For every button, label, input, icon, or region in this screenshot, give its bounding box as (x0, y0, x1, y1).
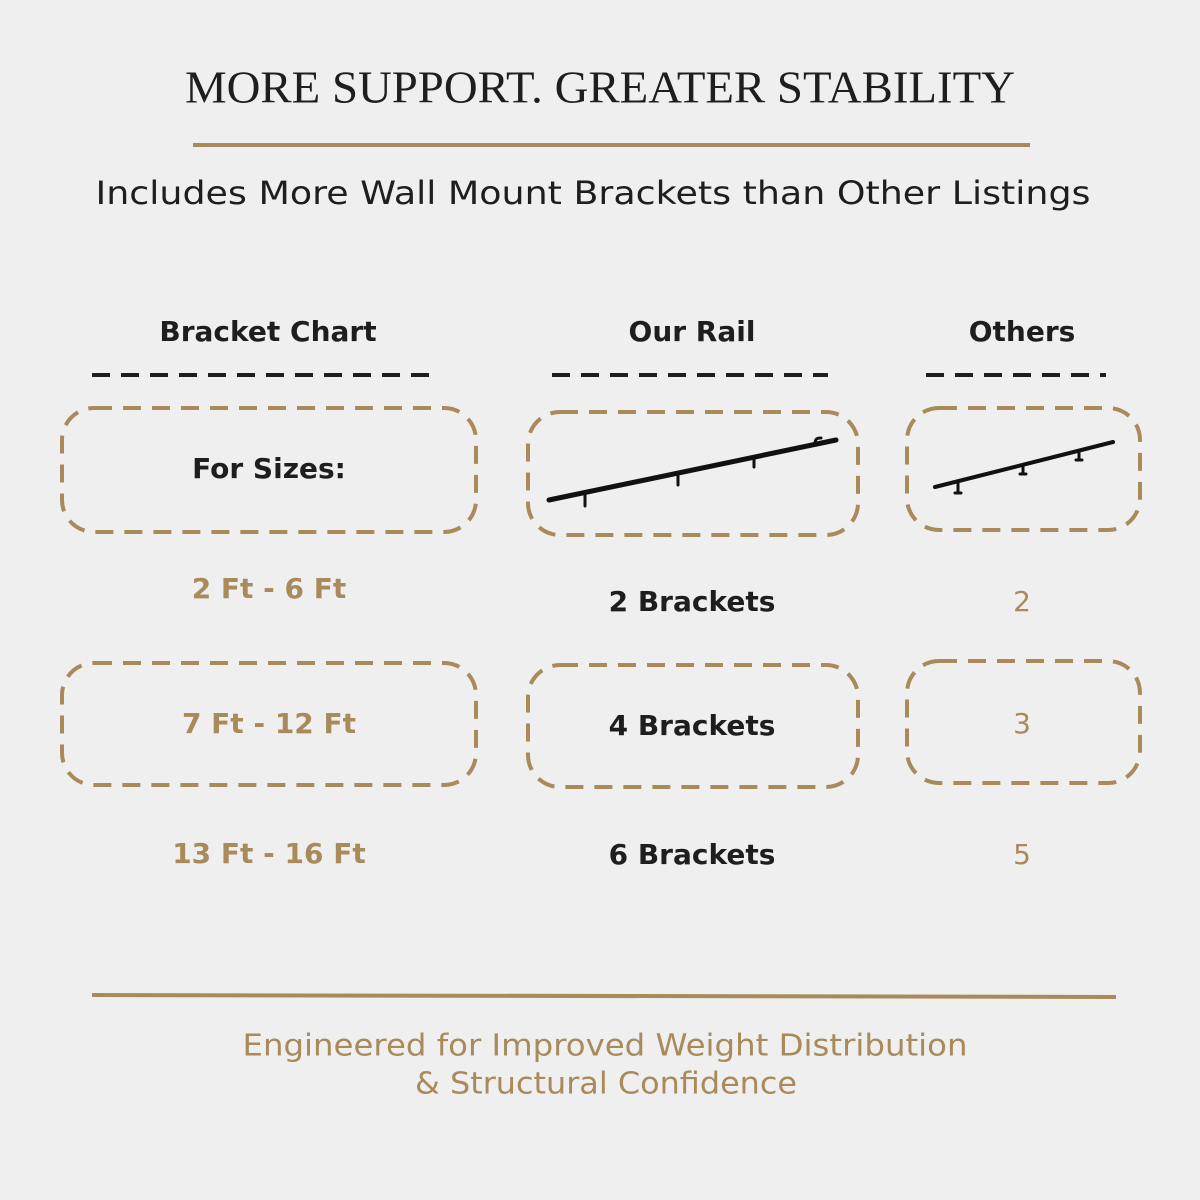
our-count: 6 Brackets (609, 838, 776, 871)
our-count: 4 Brackets (609, 709, 776, 742)
cell-box (905, 659, 1142, 785)
column-header: Others (969, 315, 1076, 348)
rail-icon (546, 436, 839, 508)
other-count: 5 (1013, 838, 1031, 871)
footer-line: Engineered for Improved Weight Distribut… (243, 1029, 968, 1064)
other-count: 3 (1013, 707, 1031, 740)
size-label: 2 Ft - 6 Ft (192, 572, 347, 605)
cell-box (905, 406, 1142, 532)
cell-label: For Sizes: (192, 452, 346, 485)
other-count: 2 (1013, 585, 1031, 618)
cell-box (60, 406, 478, 534)
cell-box (526, 410, 860, 537)
our-count: 2 Brackets (609, 585, 776, 618)
column-header: Bracket Chart (159, 315, 376, 348)
divider (91, 993, 1117, 999)
title: MORE SUPPORT. GREATER STABILITY (185, 62, 1015, 113)
rail-icon (933, 440, 1115, 495)
subtitle: Includes More Wall Mount Brackets than O… (96, 174, 1091, 212)
column-header: Our Rail (629, 315, 756, 348)
cell-box (60, 661, 478, 787)
cell-box (526, 663, 860, 789)
size-label: 7 Ft - 12 Ft (182, 707, 356, 740)
size-label: 13 Ft - 16 Ft (172, 837, 366, 870)
footer-line: & Structural Confidence (415, 1067, 797, 1102)
